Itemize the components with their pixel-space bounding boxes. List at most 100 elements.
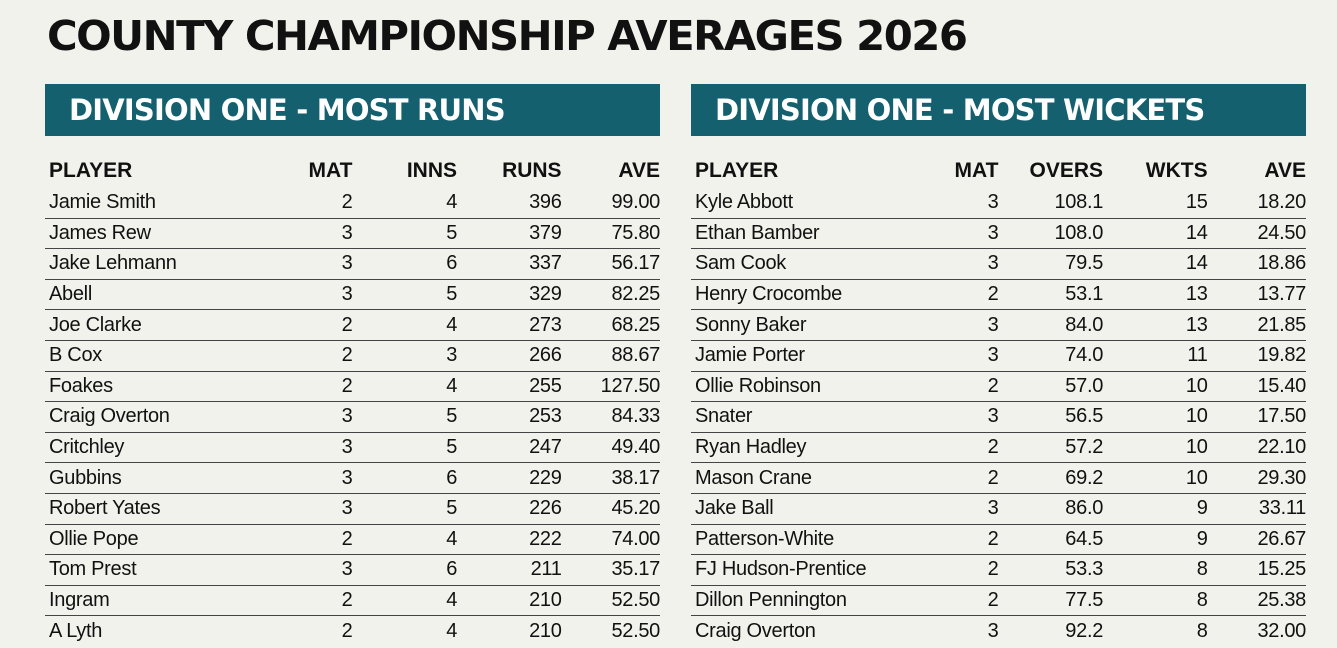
table-row: Foakes 2 4 255 127.50 (45, 371, 660, 403)
cell-wkts: 8 (1103, 585, 1208, 617)
cell-wkts: 11 (1103, 340, 1208, 372)
cell-mat: 3 (266, 218, 353, 250)
cell-mat: 3 (266, 248, 353, 280)
cell-player: Craig Overton (45, 401, 267, 433)
cell-wkts: 10 (1103, 462, 1208, 494)
table-row: Mason Crane 2 69.2 10 29.30 (691, 462, 1306, 494)
cell-ave: 13.77 (1207, 279, 1306, 311)
column-header-mat: MAT (308, 159, 353, 182)
cell-inns: 5 (352, 279, 457, 311)
cell-inns: 6 (352, 554, 457, 586)
cell-player: Ollie Robinson (691, 371, 913, 403)
cell-ave: 82.25 (561, 279, 660, 311)
table-row: FJ Hudson-Prentice 2 53.3 8 15.25 (691, 554, 1306, 586)
cell-mat: 3 (912, 340, 999, 372)
cell-ave: 26.67 (1207, 524, 1306, 556)
cell-mat: 2 (912, 432, 999, 464)
table-row: Jamie Smith 2 4 396 99.00 (45, 188, 660, 219)
column-header-ave: AVE (618, 159, 660, 182)
most-runs-heading: DIVISION ONE - MOST RUNS (45, 84, 660, 136)
cell-ave: 52.50 (561, 585, 660, 617)
column-header-ave: AVE (1264, 159, 1306, 182)
table-row: Ollie Robinson 2 57.0 10 15.40 (691, 371, 1306, 403)
table-row: Patterson-White 2 64.5 9 26.67 (691, 524, 1306, 556)
cell-player: Tom Prest (45, 554, 267, 586)
cell-inns: 6 (352, 248, 457, 280)
cell-mat: 2 (266, 188, 353, 219)
cell-ave: 15.40 (1207, 371, 1306, 403)
table-row: Craig Overton 3 5 253 84.33 (45, 401, 660, 433)
table-row: Dillon Pennington 2 77.5 8 25.38 (691, 585, 1306, 617)
cell-ave: 38.17 (561, 462, 660, 494)
cell-ave: 74.00 (561, 524, 660, 556)
cell-mat: 2 (266, 340, 353, 372)
cell-mat: 3 (912, 493, 999, 525)
cell-mat: 2 (912, 554, 999, 586)
cell-inns: 5 (352, 401, 457, 433)
table-row: Jamie Porter 3 74.0 11 19.82 (691, 340, 1306, 372)
cell-runs: 329 (457, 279, 562, 311)
cell-ave: 15.25 (1207, 554, 1306, 586)
cell-player: Jake Ball (691, 493, 913, 525)
cell-player: Foakes (45, 371, 267, 403)
cell-wkts: 8 (1196, 619, 1208, 642)
table-row: Tom Prest 3 6 211 35.17 (45, 554, 660, 586)
cell-ave: 24.50 (1207, 218, 1306, 250)
cell-player: Critchley (45, 432, 267, 464)
cell-player: B Cox (45, 340, 267, 372)
cell-inns: 4 (446, 619, 458, 642)
table-row: Critchley 3 5 247 49.40 (45, 432, 660, 464)
table-row: Gubbins 3 6 229 38.17 (45, 462, 660, 494)
cell-ave: 18.20 (1207, 188, 1306, 219)
cell-mat: 2 (912, 585, 999, 617)
table-row: Sam Cook 3 79.5 14 18.86 (691, 248, 1306, 280)
cell-inns: 5 (352, 218, 457, 250)
column-header-inns: INNS (406, 159, 458, 182)
cell-wkts: 10 (1103, 371, 1208, 403)
cell-player: Gubbins (45, 462, 267, 494)
cell-player: Ollie Pope (45, 524, 267, 556)
table-row: Ollie Pope 2 4 222 74.00 (45, 524, 660, 556)
cell-mat: 2 (266, 524, 353, 556)
cell-ave: 29.30 (1207, 462, 1306, 494)
cell-inns: 4 (352, 585, 457, 617)
cell-wkts: 8 (1103, 554, 1208, 586)
cell-player: James Rew (45, 218, 267, 250)
cell-overs: 79.5 (998, 248, 1103, 280)
cell-runs: 226 (457, 493, 562, 525)
cell-runs: 211 (457, 554, 562, 586)
cell-player: Jake Lehmann (45, 248, 267, 280)
most-wickets-panel: DIVISION ONE - MOST WICKETS PLAYER MAT O… (691, 84, 1306, 646)
cell-mat: 3 (912, 248, 999, 280)
cell-ave: 99.00 (561, 188, 660, 219)
cell-mat: 2 (266, 585, 353, 617)
cell-mat: 2 (266, 371, 353, 403)
cell-player: Kyle Abbott (691, 188, 913, 219)
cell-overs: 74.0 (998, 340, 1103, 372)
cell-ave: 45.20 (561, 493, 660, 525)
cell-overs: 53.1 (998, 279, 1103, 311)
cell-runs: 273 (457, 309, 562, 341)
table-row: Jake Ball 3 86.0 9 33.11 (691, 493, 1306, 525)
cell-inns: 5 (352, 432, 457, 464)
cell-runs: 229 (457, 462, 562, 494)
table-row: Kyle Abbott 3 108.1 15 18.20 (691, 188, 1306, 219)
table-row: Ryan Hadley 2 57.2 10 22.10 (691, 432, 1306, 464)
cell-player: Henry Crocombe (691, 279, 913, 311)
cell-wkts: 9 (1103, 493, 1208, 525)
cell-inns: 6 (352, 462, 457, 494)
table-header-row: PLAYER MAT INNS RUNS AVE (45, 154, 660, 188)
cell-overs: 69.2 (998, 462, 1103, 494)
cell-ave: 22.10 (1207, 432, 1306, 464)
cell-overs: 77.5 (998, 585, 1103, 617)
cell-inns: 4 (352, 188, 457, 219)
cell-ave: 25.38 (1207, 585, 1306, 617)
cell-runs: 210 (529, 619, 562, 642)
cell-player: Snater (691, 401, 913, 433)
cell-wkts: 13 (1103, 279, 1208, 311)
cell-player: Sonny Baker (691, 309, 913, 341)
table-row: Henry Crocombe 2 53.1 13 13.77 (691, 279, 1306, 311)
cell-ave: 17.50 (1207, 401, 1306, 433)
cell-player: Robert Yates (45, 493, 267, 525)
column-header-mat: MAT (954, 159, 999, 182)
